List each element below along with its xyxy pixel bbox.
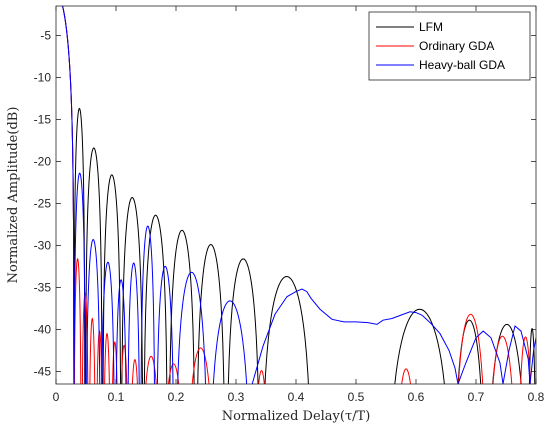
- y-tick-label: -10: [34, 70, 52, 84]
- x-tick-label: 0.7: [468, 390, 485, 404]
- series-line-heavy-ball-gda: [62, 6, 536, 384]
- y-tick-label: -30: [34, 238, 52, 252]
- y-tick-label: -45: [34, 364, 52, 378]
- x-tick-label: 0.1: [108, 390, 125, 404]
- series-line-lfm: [62, 6, 536, 384]
- y-axis-title: Normalized Amplitude(dB): [6, 107, 21, 284]
- legend-label: LFM: [419, 20, 443, 34]
- y-axis: -5 -10 -15 -20 -25 -30 -35 -40 -45: [34, 28, 536, 378]
- legend: LFM Ordinary GDA Heavy-ball GDA: [368, 11, 531, 81]
- x-axis: 0 0.1 0.2 0.3 0.4 0.5 0.6 0.7 0.8: [53, 6, 545, 404]
- y-tick-label: -5: [40, 28, 51, 42]
- x-tick-label: 0.2: [168, 390, 185, 404]
- y-tick-label: -35: [34, 280, 52, 294]
- y-tick-label: -20: [34, 154, 52, 168]
- x-tick-label: 0: [53, 390, 60, 404]
- x-tick-label: 0.5: [348, 390, 365, 404]
- y-tick-label: -40: [34, 322, 52, 336]
- y-tick-label: -25: [34, 196, 52, 210]
- legend-label: Ordinary GDA: [419, 39, 494, 53]
- x-axis-title: Normalized Delay(τ/T): [222, 409, 371, 424]
- legend-label: Heavy-ball GDA: [419, 58, 505, 72]
- x-tick-label: 0.4: [288, 390, 305, 404]
- x-tick-label: 0.6: [408, 390, 425, 404]
- series-line-ordinary-gda: [62, 6, 531, 384]
- y-tick-label: -15: [34, 112, 52, 126]
- x-tick-label: 0.8: [528, 390, 545, 404]
- x-tick-label: 0.3: [228, 390, 245, 404]
- series-layer: [62, 6, 536, 384]
